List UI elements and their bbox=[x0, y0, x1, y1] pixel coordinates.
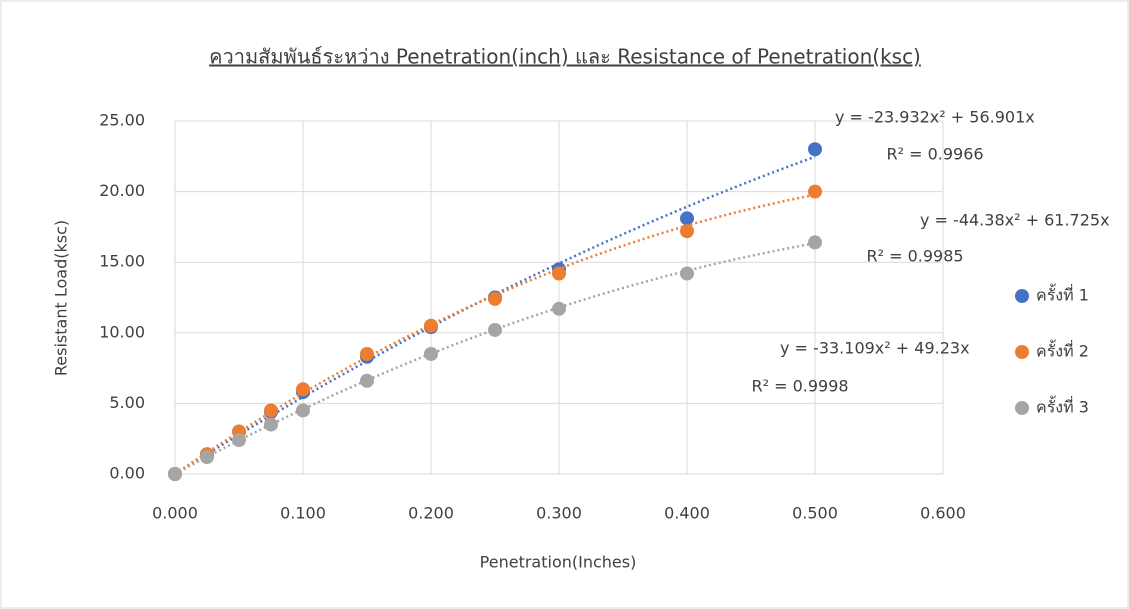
y-tick-label: 10.00 bbox=[99, 322, 145, 341]
data-point bbox=[264, 418, 278, 432]
legend-label: ครั้งที่ 2 bbox=[1036, 340, 1089, 361]
legend-marker bbox=[1015, 289, 1029, 303]
legend-label: ครั้งที่ 1 bbox=[1036, 284, 1089, 305]
data-point bbox=[424, 347, 438, 361]
legend-marker bbox=[1015, 345, 1029, 359]
legend-marker bbox=[1015, 401, 1029, 415]
data-point bbox=[552, 302, 566, 316]
data-point bbox=[296, 403, 310, 417]
data-point bbox=[200, 450, 214, 464]
chart: ความสัมพันธ์ระหว่าง Penetration(inch) แล… bbox=[0, 0, 1129, 609]
x-tick-label: 0.000 bbox=[152, 504, 198, 523]
y-tick-label: 20.00 bbox=[99, 181, 145, 200]
legend-label: ครั้งที่ 3 bbox=[1036, 396, 1089, 417]
x-tick-label: 0.200 bbox=[408, 504, 454, 523]
data-point bbox=[808, 235, 822, 249]
y-axis-label: Resistant Load(ksc) bbox=[52, 220, 71, 376]
data-point bbox=[808, 185, 822, 199]
x-tick-label: 0.300 bbox=[536, 504, 582, 523]
data-point bbox=[296, 382, 310, 396]
chart-title: ความสัมพันธ์ระหว่าง Penetration(inch) แล… bbox=[209, 45, 921, 69]
x-axis-label: Penetration(Inches) bbox=[480, 553, 637, 572]
x-tick-label: 0.500 bbox=[792, 504, 838, 523]
data-point bbox=[264, 403, 278, 417]
trendline-equation: y = -33.109x² + 49.23x bbox=[780, 339, 970, 358]
trendline-equation: y = -44.38x² + 61.725x bbox=[920, 211, 1110, 230]
x-tick-label: 0.100 bbox=[280, 504, 326, 523]
data-point bbox=[360, 347, 374, 361]
x-tick-label: 0.600 bbox=[920, 504, 966, 523]
data-point bbox=[808, 142, 822, 156]
trendline-r2: R² = 0.9998 bbox=[751, 377, 848, 396]
data-point bbox=[168, 467, 182, 481]
data-point bbox=[424, 319, 438, 333]
y-tick-label: 15.00 bbox=[99, 252, 145, 271]
trendline-r2: R² = 0.9985 bbox=[866, 247, 963, 266]
data-point bbox=[680, 224, 694, 238]
data-point bbox=[680, 266, 694, 280]
y-tick-label: 0.00 bbox=[109, 464, 145, 483]
data-point bbox=[360, 374, 374, 388]
data-point bbox=[552, 266, 566, 280]
x-tick-label: 0.400 bbox=[664, 504, 710, 523]
y-tick-label: 5.00 bbox=[109, 393, 145, 412]
trendline-equation: y = -23.932x² + 56.901x bbox=[835, 108, 1035, 127]
data-point bbox=[488, 292, 502, 306]
data-point bbox=[488, 323, 502, 337]
trendline-r2: R² = 0.9966 bbox=[886, 145, 983, 164]
data-point bbox=[232, 433, 246, 447]
y-tick-label: 25.00 bbox=[99, 111, 145, 130]
